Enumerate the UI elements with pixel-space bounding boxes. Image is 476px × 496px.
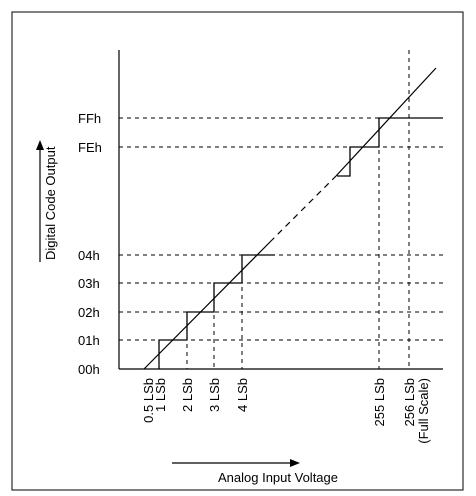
y-axis-arrow-head [36,140,44,150]
x-tick-2lsb: 2 LSb [180,378,195,412]
y-tick-01h: 01h [78,333,100,348]
x-tick-3lsb: 3 LSb [207,378,222,412]
horizontal-grid [119,117,443,341]
figure-border [11,11,464,491]
x-axis-title: Analog Input Voltage [218,470,338,485]
x-tick-full-scale: (Full Scale) [416,378,431,444]
lower-staircase [158,254,275,369]
x-tick-256lsb: 256 LSb [402,378,417,426]
ideal-line-lower [143,241,271,370]
x-tick-255lsb: 255 LSb [372,378,387,426]
x-tick-4lsb: 4 LSb [235,378,250,412]
y-tick-00h: 00h [78,362,100,377]
y-tick-feh: FEh [78,140,102,155]
y-tick-04h: 04h [78,248,100,263]
y-tick-03h: 03h [78,276,100,291]
y-tick-ffh: FFh [78,111,101,126]
x-tick-1lsb: 1 LSb [153,378,168,412]
x-axis-arrow-head [290,459,300,467]
y-tick-02h: 02h [78,305,100,320]
ideal-line-upper [335,67,437,177]
ideal-line-middle [269,175,337,243]
upper-staircase [337,117,443,177]
y-axis-title: Digital Code Output [43,146,58,260]
x-tick-0.5lsb: 0.5 LSb [141,378,156,423]
vertical-grid [158,50,410,369]
